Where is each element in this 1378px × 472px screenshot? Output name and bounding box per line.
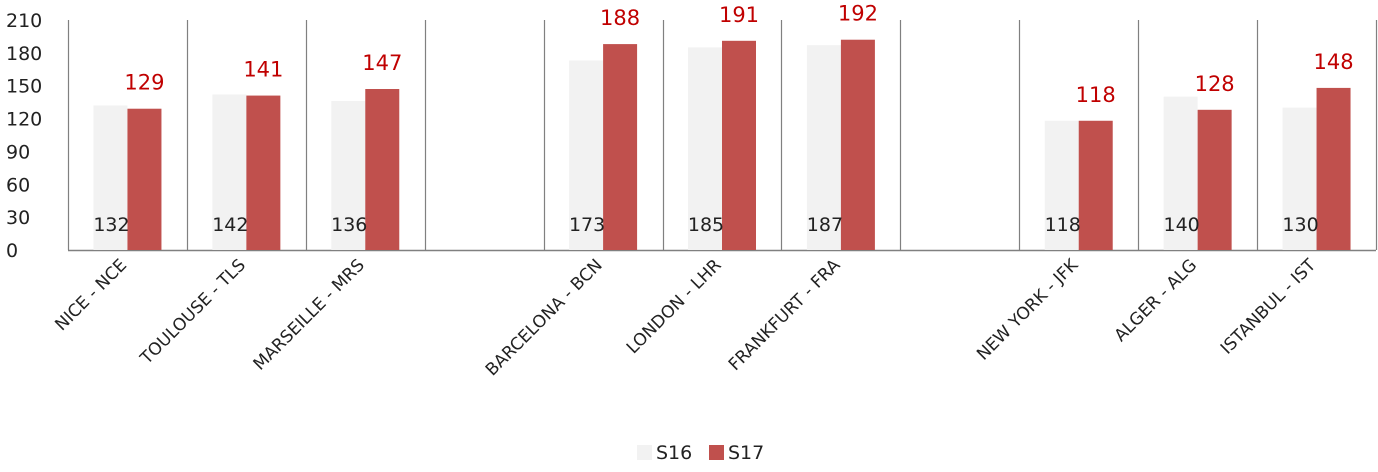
legend-swatch-s16 [637,445,652,460]
bar-s17 [1078,120,1113,250]
y-tick-label: 90 [6,141,30,163]
y-tick-label: 210 [6,10,42,32]
bar-s16 [331,101,366,250]
bar-s16 [1044,120,1079,250]
data-label-s17: 129 [124,71,164,95]
data-label-s16: 173 [569,214,605,236]
category-label: NEW YORK - JFK [973,255,1083,365]
data-label-s17: 148 [1313,50,1353,74]
bar-s16 [569,60,604,251]
legend-label-s17: S17 [728,442,764,464]
data-label-s17: 118 [1076,83,1116,107]
chart-axes: 0 30 60 90 120 150 180 210 [6,10,1378,262]
bar-s16 [688,47,722,250]
bar-s17 [127,108,162,250]
data-label-s17: 141 [243,58,283,82]
data-label-s16: 187 [807,214,843,236]
category-label: ISTANBUL - IST [1217,255,1321,359]
bar-s17 [603,44,638,250]
y-tick-label: 60 [6,174,30,196]
legend-label-s16: S16 [656,442,692,464]
bar-s17 [722,40,756,250]
y-tick-label: 30 [6,207,30,229]
bar-s16 [806,45,841,250]
data-label-s16: 130 [1282,214,1318,236]
category-label: BARCELONA - BCN [482,255,607,380]
data-label-s17: 191 [719,3,759,27]
data-label-s17: 188 [600,6,640,30]
y-tick-label: 150 [6,76,42,98]
bar-s17 [365,89,400,250]
category-label: LONDON - LHR [623,255,726,358]
category-label: ALGER - ALG [1111,255,1202,346]
category-label: NICE - NCE [51,255,131,335]
category-label: FRANKFURT - FRA [725,255,845,375]
chart-data-labels: 132 129 142 141 136 147 173 188 185 191 187 192 118 1… [93,2,1353,236]
chart-legend: S16 S17 [637,442,764,464]
bar-s17 [246,95,281,250]
data-label-s16: 185 [688,214,724,236]
bar-s16 [1282,107,1317,250]
data-label-s17: 128 [1195,72,1235,96]
data-label-s16: 118 [1045,214,1081,236]
bar-s17 [840,39,875,250]
category-label: MARSEILLE - MRS [250,255,369,374]
data-label-s17: 192 [838,2,878,26]
y-tick-label: 0 [6,240,18,262]
legend-swatch-s17 [709,445,724,460]
bar-s16 [212,94,247,250]
data-label-s16: 136 [331,214,367,236]
category-label: TOULOUSE - TLS [136,255,250,369]
y-tick-label: 120 [6,109,42,131]
chart-category-labels: NICE - NCE TOULOUSE - TLS MARSEILLE - MRS B… [51,255,1320,380]
bar-s16 [93,105,128,250]
data-label-s17: 147 [362,51,402,75]
bar-s16 [1163,96,1198,251]
bar-s17 [1316,87,1351,251]
bar-s17 [1197,109,1232,250]
data-label-s16: 140 [1164,214,1200,236]
y-tick-label: 180 [6,43,42,65]
data-label-s16: 132 [93,214,129,236]
data-label-s16: 142 [212,214,248,236]
chart-bars [93,39,1351,251]
